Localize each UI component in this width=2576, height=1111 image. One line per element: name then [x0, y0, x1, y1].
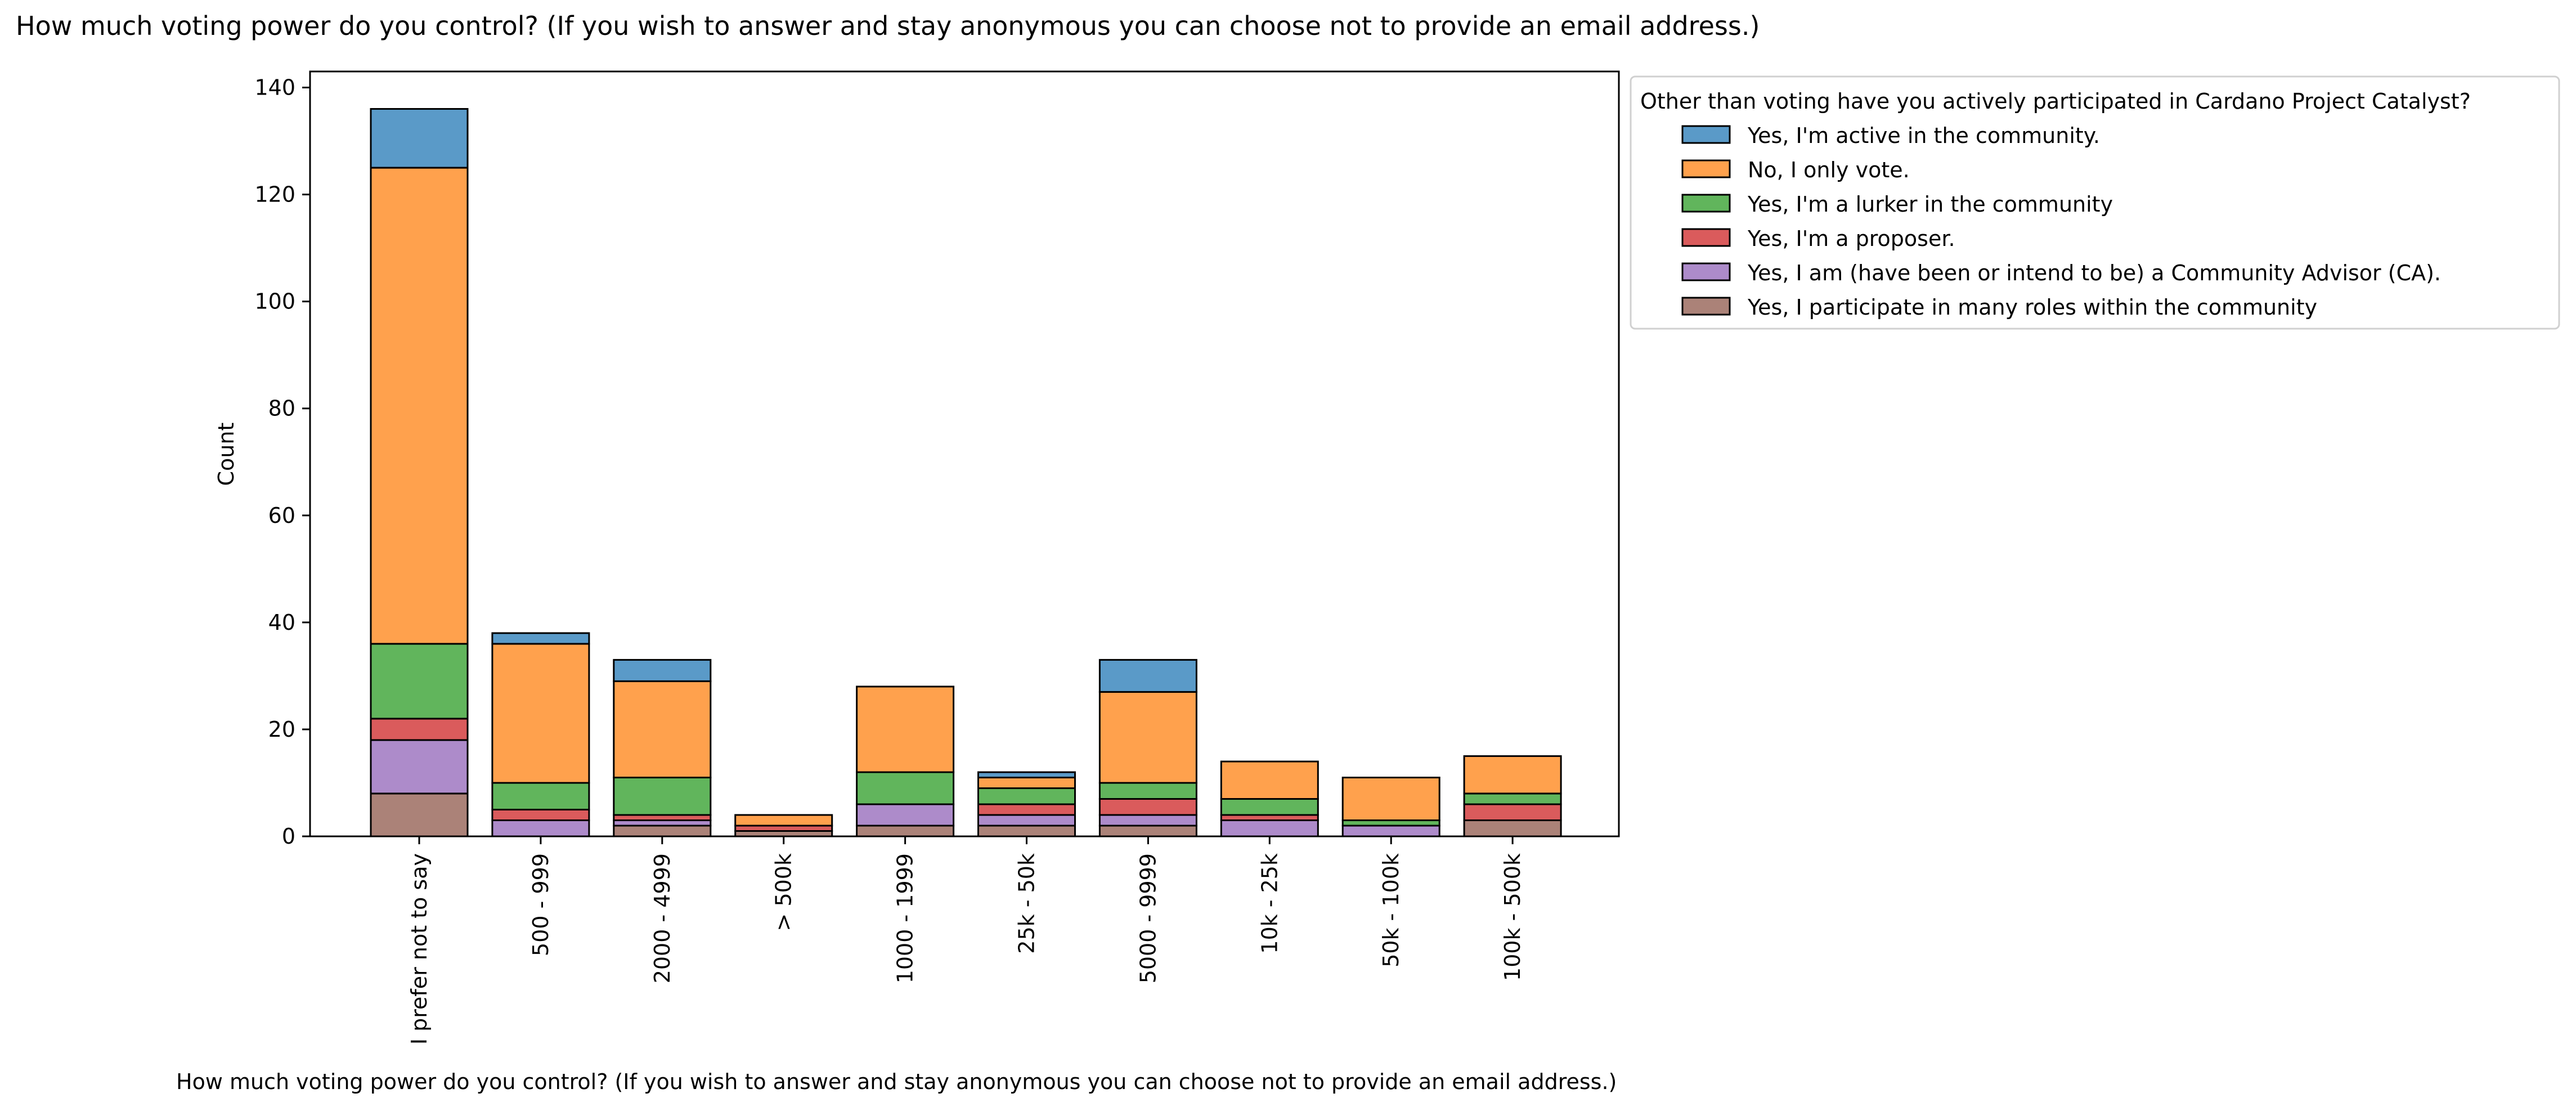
legend-label: No, I only vote.: [1748, 158, 1910, 182]
legend-label: Yes, I'm a lurker in the community: [1747, 192, 2113, 217]
x-tick-label: 10k - 25k: [1257, 853, 1282, 954]
bar-segment: [370, 718, 469, 741]
x-tick-label: 100k - 500k: [1500, 853, 1525, 981]
bar-segment: [856, 686, 955, 773]
y-tick-label: 20: [268, 717, 295, 742]
y-tick-label: 0: [282, 824, 295, 849]
bar-segment: [1220, 798, 1319, 816]
legend-label: Yes, I participate in many roles within …: [1747, 295, 2317, 320]
y-tick-label: 100: [254, 289, 295, 314]
legend-title: Other than voting have you actively part…: [1640, 89, 2471, 114]
bar-segment: [856, 803, 955, 827]
bar-segment: [491, 782, 590, 810]
bar-segment: [613, 680, 712, 779]
bar-segment: [370, 108, 469, 169]
bar-segment: [1341, 777, 1440, 821]
y-axis: 0 20 40 60 80 100 120 140: [254, 75, 310, 849]
x-tick-label: 50k - 100k: [1379, 853, 1403, 967]
bar-segment: [491, 819, 590, 837]
bar-segment: [734, 814, 833, 827]
y-tick-label: 60: [268, 503, 295, 528]
legend: Other than voting have you actively part…: [1630, 75, 2560, 330]
bar-segment: [1463, 792, 1562, 805]
legend-label: Yes, I am (have been or intend to be) a …: [1747, 261, 2441, 285]
bar-segment: [977, 825, 1076, 837]
bar-segment: [1098, 658, 1197, 693]
plot-area: [370, 108, 1562, 837]
legend-frame: [1630, 75, 2560, 330]
legend-label: Yes, I'm active in the community.: [1747, 123, 2100, 148]
bar-segment: [1463, 755, 1562, 795]
x-tick-label: > 500k: [771, 853, 796, 931]
bar-segment: [1220, 760, 1319, 800]
axes-frame: [309, 70, 1620, 837]
legend-items: Yes, I'm active in the community. No, I o…: [1681, 123, 2441, 320]
bar-segment: [491, 809, 590, 821]
chart-title: How much voting power do you control? (I…: [16, 11, 1760, 41]
x-tick-label: 1000 - 1999: [893, 853, 918, 983]
bar-segment: [856, 771, 955, 805]
bar-segment: [856, 825, 955, 837]
x-tick-label: 5000 - 9999: [1136, 853, 1160, 983]
legend-swatch: [1681, 159, 1731, 178]
y-axis-label: Count: [214, 423, 239, 486]
y-tick-label: 80: [268, 396, 295, 421]
legend-label: Yes, I'm a proposer.: [1747, 226, 1955, 251]
bar-segment: [977, 787, 1076, 805]
legend-swatch: [1681, 262, 1731, 281]
bar-segment: [1220, 819, 1319, 837]
bar-segment: [613, 658, 712, 682]
y-tick-label: 40: [268, 610, 295, 635]
bar-segment: [370, 167, 469, 645]
bar-segment: [1341, 825, 1440, 837]
legend-swatch: [1681, 228, 1731, 247]
bar-segment: [977, 814, 1076, 827]
y-tick-label: 140: [254, 75, 295, 100]
bar-segment: [977, 771, 1076, 778]
bar-segment: [1098, 691, 1197, 784]
legend-swatch: [1681, 125, 1731, 144]
bar-segment: [1098, 814, 1197, 827]
bar-segment: [1463, 819, 1562, 837]
bar-segment: [977, 777, 1076, 789]
bar-segment: [370, 643, 469, 720]
bar-segment: [1098, 825, 1197, 837]
legend-swatch: [1681, 194, 1731, 213]
bar-segment: [977, 803, 1076, 816]
bar-segment: [370, 739, 469, 795]
bar-segment: [613, 825, 712, 837]
bar-segment: [1098, 782, 1197, 800]
x-tick-label: 25k - 50k: [1015, 853, 1039, 954]
bar-segment: [613, 777, 712, 816]
bar-segment: [370, 792, 469, 837]
x-tick-label: 500 - 999: [528, 853, 553, 956]
x-axis-label: How much voting power do you control? (I…: [176, 1069, 1617, 1094]
bar-segment: [491, 643, 590, 784]
x-tick-label: I prefer not to say: [407, 853, 432, 1045]
bar-segment: [1463, 803, 1562, 821]
y-tick-label: 120: [254, 182, 295, 207]
legend-swatch: [1681, 297, 1731, 316]
bar-segment: [491, 632, 590, 645]
x-axis: I prefer not to say 500 - 999 2000 - 4999 >…: [407, 836, 1525, 1045]
bar-segment: [1098, 798, 1197, 816]
x-tick-label: 2000 - 4999: [650, 853, 675, 983]
